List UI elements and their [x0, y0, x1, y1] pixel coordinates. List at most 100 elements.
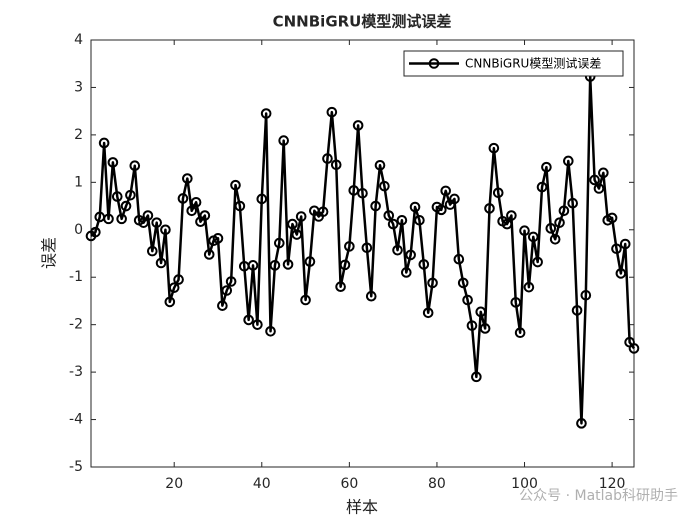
point-marker: [282, 259, 294, 270]
point-marker: [422, 307, 434, 319]
point-marker: [400, 267, 412, 278]
x-tick-label: 120: [599, 476, 626, 492]
point-marker: [457, 277, 469, 289]
y-tick-label: -3: [69, 364, 83, 380]
point-marker: [383, 210, 395, 221]
point-marker: [155, 257, 167, 269]
point-marker: [304, 256, 316, 267]
point-marker: [322, 153, 333, 164]
point-marker: [501, 218, 513, 230]
point-marker: [488, 142, 500, 154]
x-tick-label: 60: [340, 476, 358, 492]
x-tick-label: 80: [428, 476, 446, 492]
point-marker: [147, 245, 158, 257]
point-marker: [335, 281, 346, 293]
point-marker: [344, 241, 355, 252]
point-marker: [252, 319, 263, 330]
point-marker: [374, 159, 386, 171]
point-marker: [462, 294, 473, 306]
point-marker: [449, 193, 460, 205]
point-marker: [111, 191, 123, 202]
point-marker: [300, 294, 311, 306]
point-marker: [230, 179, 241, 191]
point-marker: [541, 161, 552, 173]
point-marker: [427, 277, 438, 289]
point-marker: [291, 229, 303, 240]
point-marker: [103, 213, 114, 225]
point-marker: [107, 157, 119, 168]
point-marker: [330, 159, 342, 171]
point-marker: [260, 108, 272, 119]
point-marker: [142, 210, 154, 221]
point-marker: [247, 260, 259, 271]
point-marker: [221, 285, 233, 296]
point-marker: [116, 213, 127, 225]
point-marker: [571, 305, 583, 316]
point-marker: [365, 290, 377, 302]
point-marker: [492, 187, 504, 199]
point-marker: [339, 259, 351, 271]
point-marker: [475, 306, 487, 318]
point-marker: [523, 281, 535, 293]
y-tick-label: -5: [69, 459, 83, 475]
point-marker: [357, 187, 368, 199]
point-marker: [506, 210, 517, 221]
y-tick-label: 2: [74, 127, 83, 143]
point-marker: [606, 212, 618, 224]
point-marker: [317, 206, 329, 218]
point-marker: [278, 135, 289, 146]
legend-marker: [428, 58, 440, 69]
y-tick-label: 0: [74, 222, 83, 238]
point-marker: [90, 226, 101, 238]
chart-title: CNNBiGRU模型测试误差: [273, 13, 452, 31]
y-axis-label: 误差: [40, 237, 59, 269]
point-marker: [563, 155, 574, 167]
point-marker: [160, 224, 171, 236]
point-marker: [414, 214, 425, 226]
point-marker: [554, 217, 565, 228]
point-marker: [370, 200, 381, 212]
point-marker: [129, 160, 141, 172]
point-marker: [567, 197, 578, 209]
point-marker: [190, 196, 202, 208]
point-marker: [545, 223, 557, 234]
point-marker: [549, 233, 561, 245]
point-marker: [234, 200, 246, 212]
point-marker: [243, 314, 254, 326]
point-marker: [352, 120, 364, 131]
point-marker: [484, 203, 495, 214]
point-marker: [125, 189, 136, 201]
y-tick-label: -2: [69, 317, 83, 333]
point-marker: [269, 260, 281, 271]
point-marker: [120, 200, 132, 212]
point-marker: [418, 259, 430, 270]
y-tick-label: -4: [69, 412, 83, 428]
point-marker: [361, 242, 373, 254]
point-marker: [628, 343, 640, 354]
point-marker: [453, 253, 465, 265]
point-marker: [593, 183, 605, 194]
point-marker: [471, 371, 482, 383]
point-marker: [177, 193, 189, 204]
x-tick-label: 20: [165, 476, 183, 492]
point-marker: [164, 296, 176, 308]
point-marker: [273, 237, 285, 249]
y-tick-label: 4: [74, 32, 83, 48]
point-marker: [396, 214, 408, 226]
y-tick-label: 3: [74, 79, 83, 95]
point-marker: [589, 174, 600, 186]
y-tick-label: 1: [74, 174, 83, 190]
point-marker: [217, 300, 228, 311]
x-axis-label: 样本: [346, 498, 378, 517]
point-marker: [168, 282, 180, 293]
point-marker: [440, 185, 452, 197]
point-marker: [619, 238, 631, 250]
point-marker: [265, 326, 276, 337]
legend-label: CNNBiGRU模型测试误差: [465, 56, 601, 71]
point-marker: [527, 231, 539, 243]
point-marker: [576, 418, 587, 429]
point-marker: [326, 106, 338, 118]
point-marker: [225, 276, 237, 287]
point-marker: [558, 205, 570, 217]
